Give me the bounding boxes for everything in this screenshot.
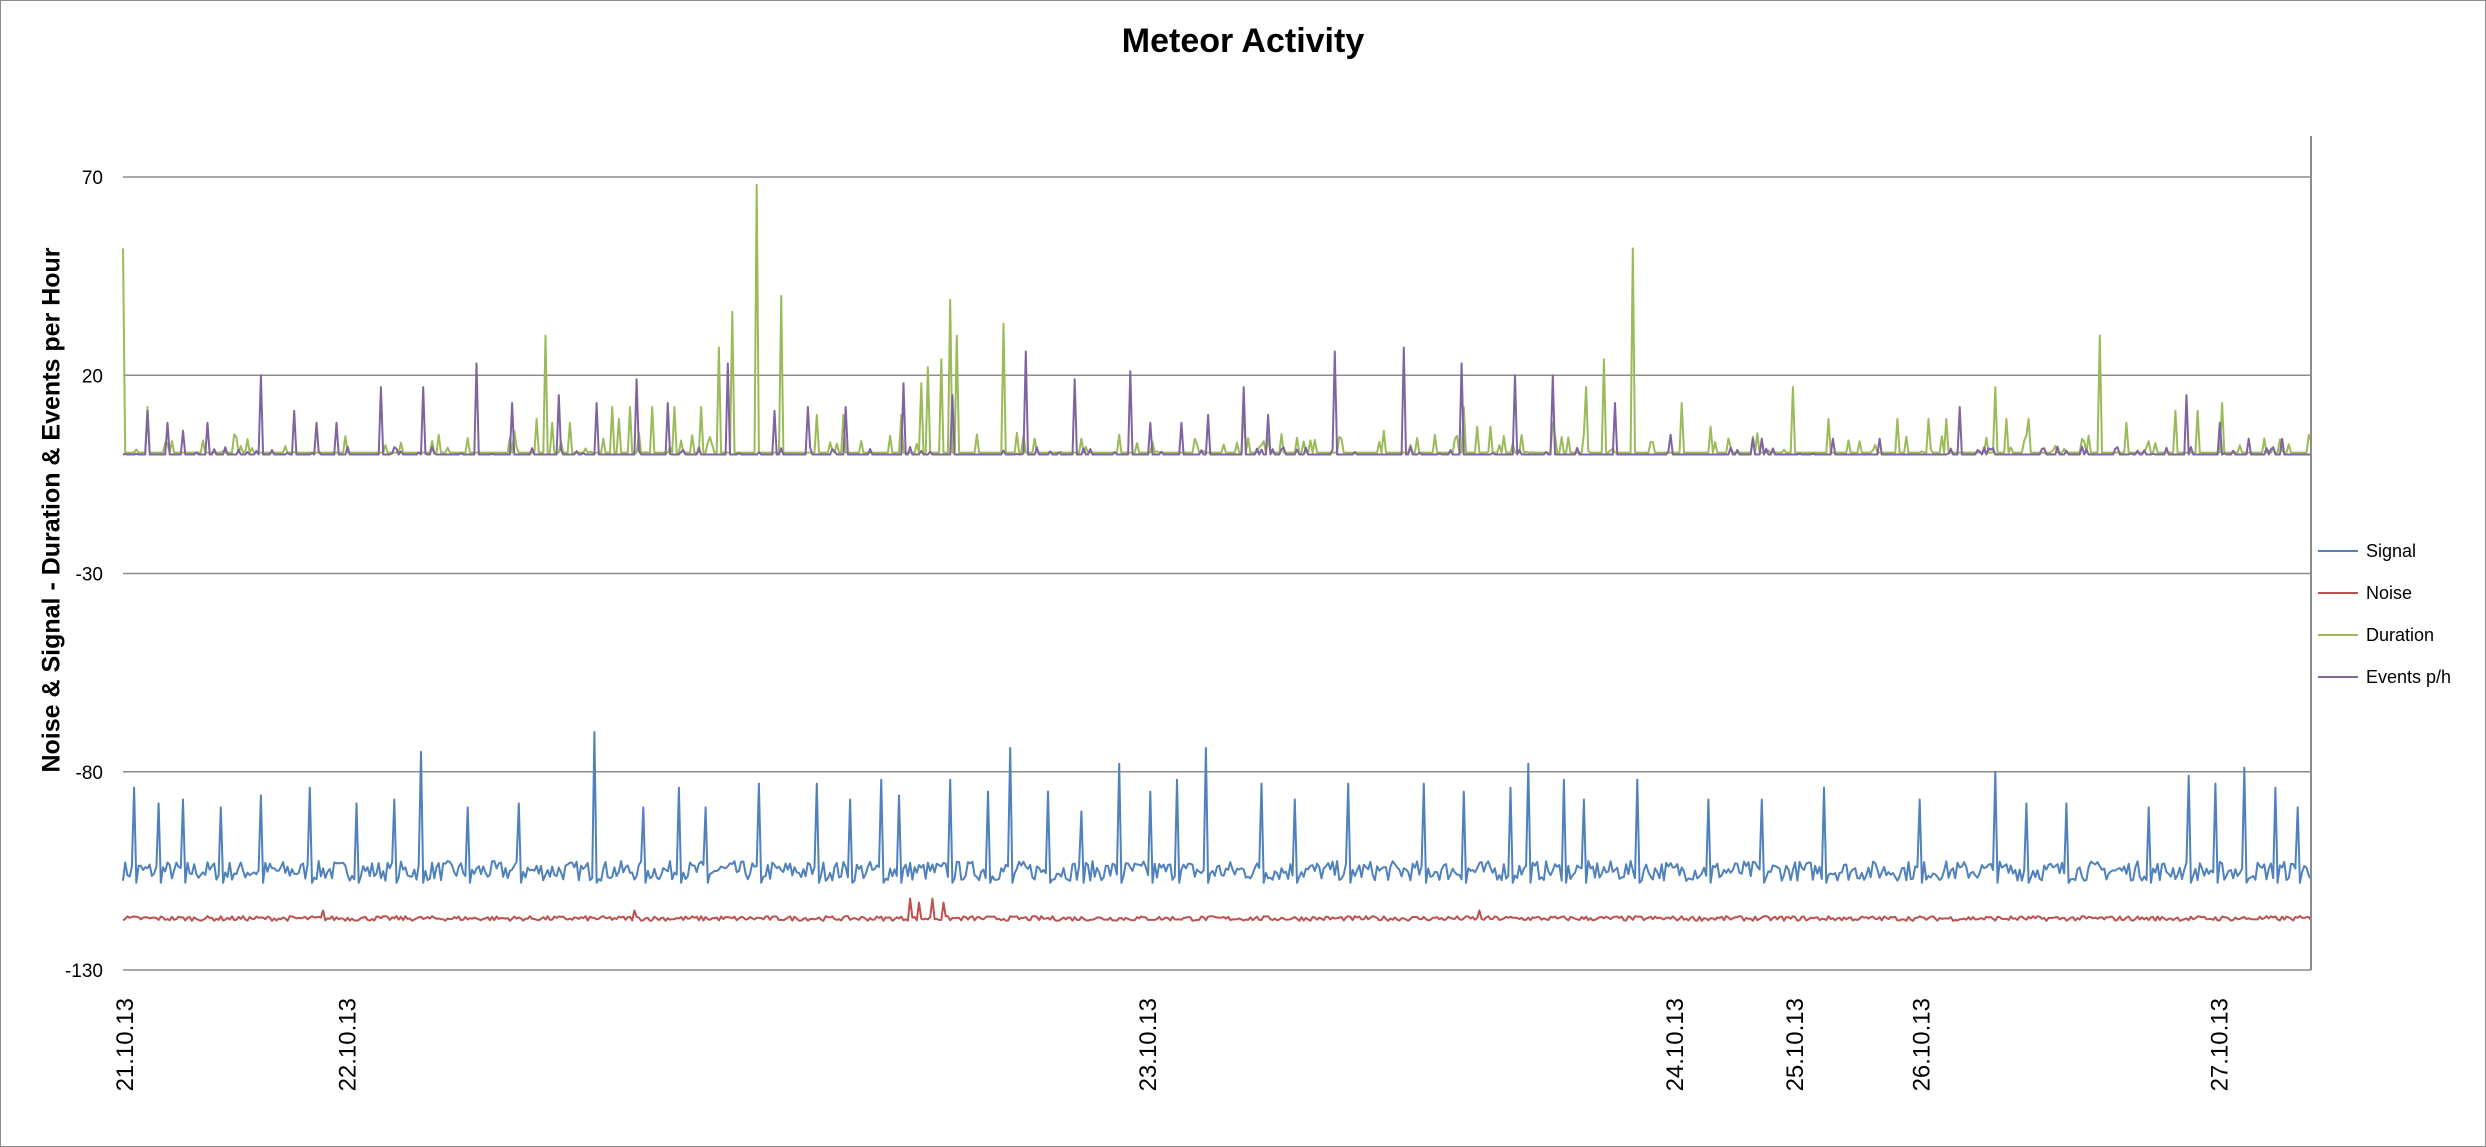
y-tick-label: 20 (82, 366, 103, 387)
legend-label: Events p/h (2366, 666, 2452, 687)
legend-label: Duration (2366, 624, 2435, 645)
series-line-events-p-h (122, 346, 2311, 456)
series-line-signal (122, 731, 2312, 884)
legend: Signal Noise Duration Events p/h (2318, 530, 2451, 698)
x-tick-label: 25.10.13 (1782, 998, 1809, 1091)
y-tick-labels: 70 20 -30 -80 -130 (65, 168, 103, 982)
series-line-noise (122, 897, 2312, 922)
legend-label: Noise (2366, 582, 2413, 603)
y-tick-label: -80 (76, 763, 103, 784)
gridlines (123, 176, 2311, 971)
series-lines (122, 183, 2312, 922)
y-tick-label: -130 (65, 961, 103, 982)
legend-swatch (2318, 634, 2358, 636)
y-tick-label: -30 (76, 565, 103, 586)
x-tick-label: 27.10.13 (2207, 998, 2234, 1091)
legend-item: Signal (2318, 530, 2451, 572)
legend-item: Noise (2318, 572, 2451, 614)
x-tick-label: 26.10.13 (1909, 998, 1936, 1091)
x-tick-label: 23.10.13 (1135, 998, 1162, 1091)
x-tick-label: 22.10.13 (334, 998, 361, 1091)
legend-item: Events p/h (2318, 656, 2451, 698)
legend-item: Duration (2318, 614, 2451, 656)
legend-swatch (2318, 592, 2358, 594)
y-tick-label: 70 (82, 168, 103, 189)
x-tick-labels: 21.10.13 22.10.13 23.10.13 24.10.13 25.10.13… (112, 998, 2234, 1091)
x-tick-label: 24.10.13 (1662, 998, 1689, 1091)
series-line-duration (122, 183, 2312, 454)
x-tick-label: 21.10.13 (112, 998, 139, 1091)
legend-label: Signal (2366, 540, 2417, 561)
legend-swatch (2318, 676, 2358, 678)
legend-swatch (2318, 550, 2358, 552)
chart-title: Meteor Activity (1121, 22, 1365, 60)
